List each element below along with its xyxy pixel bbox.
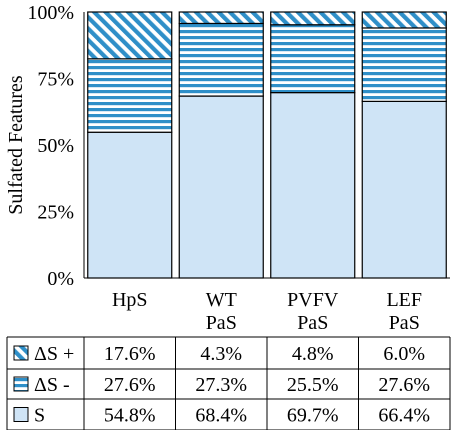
bar-segment [178, 11, 264, 25]
table-cell-value: 54.8% [104, 405, 156, 427]
x-tick-label: PaS [389, 312, 420, 334]
table-cell-value: 27.6% [104, 374, 156, 396]
y-tick-label: 75% [37, 69, 74, 91]
legend-swatch [13, 407, 29, 422]
bar-segment [361, 100, 447, 279]
legend-label: ΔS - [34, 374, 70, 396]
bar-segment [270, 11, 356, 26]
x-tick-label: PaS [206, 312, 237, 334]
bars [87, 11, 447, 279]
y-axis-label: Sulfated Features [5, 75, 27, 215]
table-cell-value: 6.0% [383, 343, 425, 365]
table-cell-value: 17.6% [104, 343, 156, 365]
table-cell-value: 25.5% [287, 374, 339, 396]
bar-segment [361, 11, 447, 29]
x-tick-label: HpS [112, 289, 148, 311]
legend-swatch [13, 376, 29, 392]
y-tick-label: 0% [47, 268, 74, 290]
table-cell-value: 4.3% [200, 343, 242, 365]
bar-segment [178, 95, 264, 279]
bar-segment [270, 91, 356, 279]
legend-label: S [34, 405, 45, 427]
bar-segment [361, 27, 447, 102]
legend-label: ΔS + [34, 343, 74, 365]
bar-segment [87, 131, 173, 279]
bar-segment [87, 11, 173, 60]
y-tick-label: 50% [37, 135, 74, 157]
bar-segment [178, 22, 264, 97]
y-tick-label: 100% [27, 2, 74, 24]
data-table: ΔS + 17.6% 4.3% 4.8% 6.0% ΔS - 27.6% 27.3% 25.5%… [6, 336, 451, 430]
table-cell-value: 4.8% [292, 343, 334, 365]
x-tick-label: PaS [297, 312, 328, 334]
bar-segment [87, 58, 173, 133]
x-tick-label: WT [206, 289, 237, 311]
legend-swatch [13, 345, 29, 361]
table-cell-value: 69.7% [287, 405, 339, 427]
y-tick-label: 25% [37, 202, 74, 224]
table-cell-value: 27.6% [378, 374, 430, 396]
x-tick-label: LEF [386, 289, 422, 311]
table-cell-value: 27.3% [195, 374, 247, 396]
x-tick-label: PVFV [287, 289, 339, 311]
table-cell-value: 68.4% [195, 405, 247, 427]
table-cell-value: 66.4% [378, 405, 430, 427]
bar-segment [270, 24, 356, 94]
